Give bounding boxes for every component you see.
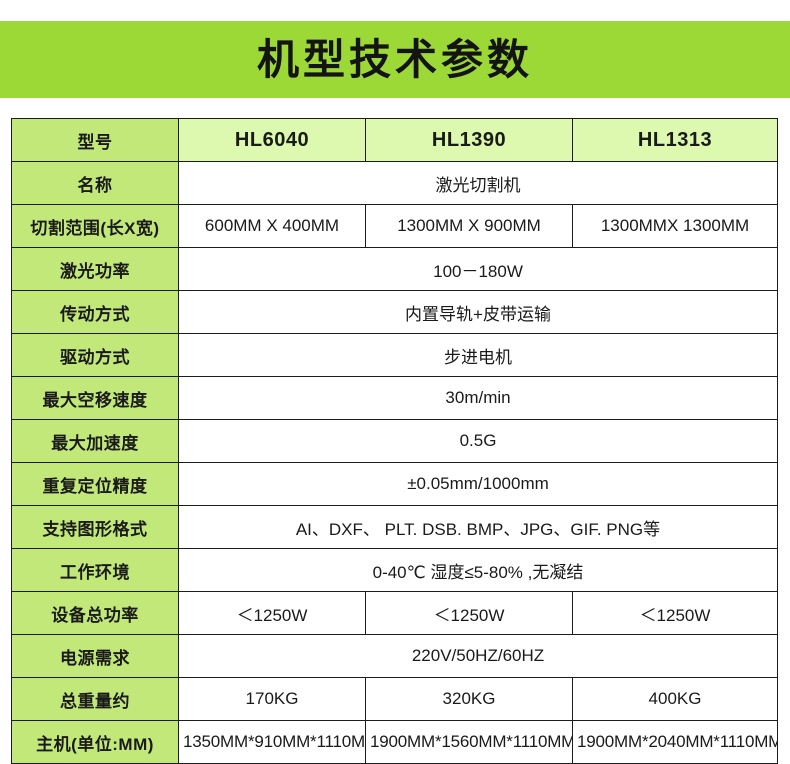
- row-value-merged: ±0.05mm/1000mm: [178, 462, 778, 506]
- row-label: 传动方式: [11, 290, 179, 334]
- row-value-cell: 400KG: [572, 677, 778, 721]
- row-label: 最大空移速度: [11, 376, 179, 420]
- row-value-merged: 30m/min: [178, 376, 778, 420]
- page-banner: 机型技术参数: [0, 21, 790, 98]
- row-label: 最大加速度: [11, 419, 179, 463]
- row-label: 型号: [11, 118, 179, 162]
- row-value-cell: HL1390: [365, 118, 573, 162]
- row-value-cell: HL1313: [572, 118, 778, 162]
- spec-sheet-page: 机型技术参数 型号 HL6040 HL1390 HL1313 名称 激光切割机 切割范围(长…: [0, 21, 790, 764]
- row-value-cell: ＜1250W: [365, 591, 573, 635]
- table-row: 电源需求 220V/50HZ/60HZ: [11, 634, 778, 678]
- row-label: 驱动方式: [11, 333, 179, 377]
- row-value-cell: 1900MM*1560MM*1110MM: [365, 720, 573, 764]
- spec-table: 型号 HL6040 HL1390 HL1313 名称 激光切割机 切割范围(长X宽) 600M…: [11, 118, 778, 764]
- row-label: 总重量约: [11, 677, 179, 721]
- table-row: 设备总功率 ＜1250W ＜1250W ＜1250W: [11, 591, 778, 635]
- row-value-cell: 320KG: [365, 677, 573, 721]
- row-label: 工作环境: [11, 548, 179, 592]
- table-row: 重复定位精度 ±0.05mm/1000mm: [11, 462, 778, 506]
- row-value-cell: 170KG: [178, 677, 366, 721]
- row-value-merged: 内置导轨+皮带运输: [178, 290, 778, 334]
- row-value-merged: AI、DXF、 PLT. DSB. BMP、JPG、GIF. PNG等: [178, 505, 778, 549]
- table-row: 工作环境 0-40℃ 湿度≤5-80% ,无凝结: [11, 548, 778, 592]
- row-label: 支持图形格式: [11, 505, 179, 549]
- table-row: 名称 激光切割机: [11, 161, 778, 205]
- row-label: 电源需求: [11, 634, 179, 678]
- spec-table-container: 型号 HL6040 HL1390 HL1313 名称 激光切割机 切割范围(长X宽) 600M…: [11, 118, 778, 764]
- table-row: 切割范围(长X宽) 600MM X 400MM 1300MM X 900MM 1300…: [11, 204, 778, 248]
- row-value-merged: 0-40℃ 湿度≤5-80% ,无凝结: [178, 548, 778, 592]
- row-label: 切割范围(长X宽): [11, 204, 179, 248]
- page-title: 机型技术参数: [256, 35, 533, 83]
- row-value-merged: 0.5G: [178, 419, 778, 463]
- table-row: 驱动方式 步进电机: [11, 333, 778, 377]
- row-label: 设备总功率: [11, 591, 179, 635]
- table-row: 总重量约 170KG 320KG 400KG: [11, 677, 778, 721]
- row-value-cell: ＜1250W: [572, 591, 778, 635]
- row-value-cell: 1300MM X 900MM: [365, 204, 573, 248]
- row-value-cell: 1900MM*2040MM*1110MM: [572, 720, 778, 764]
- row-value-merged: 100－180W: [178, 247, 778, 291]
- row-value-cell: 1350MM*910MM*1110MM: [178, 720, 366, 764]
- row-value-cell: ＜1250W: [178, 591, 366, 635]
- row-value-merged: 激光切割机: [178, 161, 778, 205]
- table-row: 传动方式 内置导轨+皮带运输: [11, 290, 778, 334]
- row-label: 名称: [11, 161, 179, 205]
- row-value-merged: 220V/50HZ/60HZ: [178, 634, 778, 678]
- table-row: 最大空移速度 30m/min: [11, 376, 778, 420]
- table-row: 支持图形格式 AI、DXF、 PLT. DSB. BMP、JPG、GIF. PNG…: [11, 505, 778, 549]
- table-row: 型号 HL6040 HL1390 HL1313: [11, 118, 778, 162]
- row-label: 主机(单位:MM): [11, 720, 179, 764]
- row-value-cell: 1300MMX 1300MM: [572, 204, 778, 248]
- row-label: 激光功率: [11, 247, 179, 291]
- table-row: 最大加速度 0.5G: [11, 419, 778, 463]
- row-value-cell: 600MM X 400MM: [178, 204, 366, 248]
- table-row: 激光功率 100－180W: [11, 247, 778, 291]
- row-label: 重复定位精度: [11, 462, 179, 506]
- table-row: 主机(单位:MM) 1350MM*910MM*1110MM 1900MM*1560M…: [11, 720, 778, 764]
- row-value-cell: HL6040: [178, 118, 366, 162]
- row-value-merged: 步进电机: [178, 333, 778, 377]
